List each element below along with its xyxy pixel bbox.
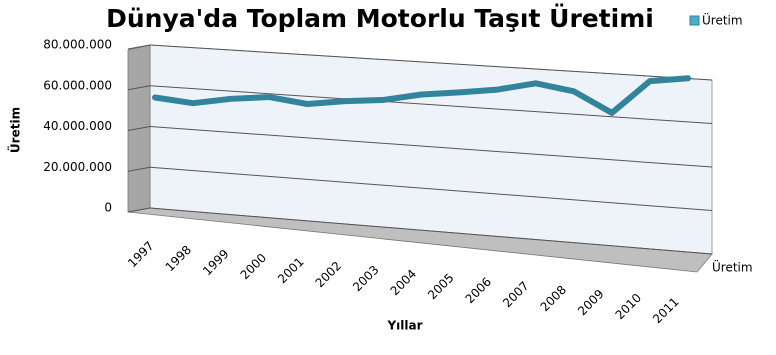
y-axis-title: Üretim	[8, 107, 23, 153]
x-tick-label: 1998	[163, 243, 194, 274]
x-tick-label: 2003	[350, 263, 381, 294]
x-tick-label: 2001	[275, 255, 306, 286]
grid-line-side	[127, 166, 151, 172]
legend-swatch	[689, 15, 700, 26]
x-tick-label: 2004	[388, 267, 419, 298]
x-tick-label: 1999	[200, 247, 231, 278]
x-tick-label: 1997	[125, 239, 156, 270]
x-axis-title: Yıllar	[386, 319, 422, 333]
y-tick-label: 60.000.000	[43, 78, 112, 92]
x-tick-label: 2008	[538, 283, 569, 314]
x-tick-label: 2000	[238, 251, 269, 282]
y-tick-label: 20.000.000	[43, 160, 112, 174]
y-tick-label: 0	[104, 201, 112, 215]
grid-line-side	[127, 207, 151, 213]
y-tick-label: 80.000.000	[43, 38, 112, 52]
x-tick-label: 2007	[500, 279, 531, 310]
depth-axis-label: Üretim	[712, 259, 753, 275]
x-tick-label: 2010	[613, 291, 644, 322]
grid-line-side	[127, 44, 151, 50]
grid-line	[149, 85, 713, 124]
grid-line	[149, 207, 713, 255]
x-tick-label: 2006	[463, 275, 494, 306]
x-tick-label: 2009	[575, 287, 606, 318]
grid-line-side	[127, 126, 151, 131]
grid-line	[149, 166, 713, 211]
series-line	[152, 75, 691, 116]
grid-line	[149, 44, 713, 81]
grid-line-side	[127, 85, 151, 91]
x-tick-label: 2002	[313, 259, 344, 290]
y-tick-label: 40.000.000	[43, 119, 112, 133]
grid-line	[149, 126, 713, 168]
x-tick-label: 2011	[650, 295, 681, 326]
chart-title: Dünya'da Toplam Motorlu Taşıt Üretimi	[106, 3, 654, 33]
legend-label: Üretim	[702, 12, 743, 28]
x-tick-label: 2005	[425, 271, 456, 302]
